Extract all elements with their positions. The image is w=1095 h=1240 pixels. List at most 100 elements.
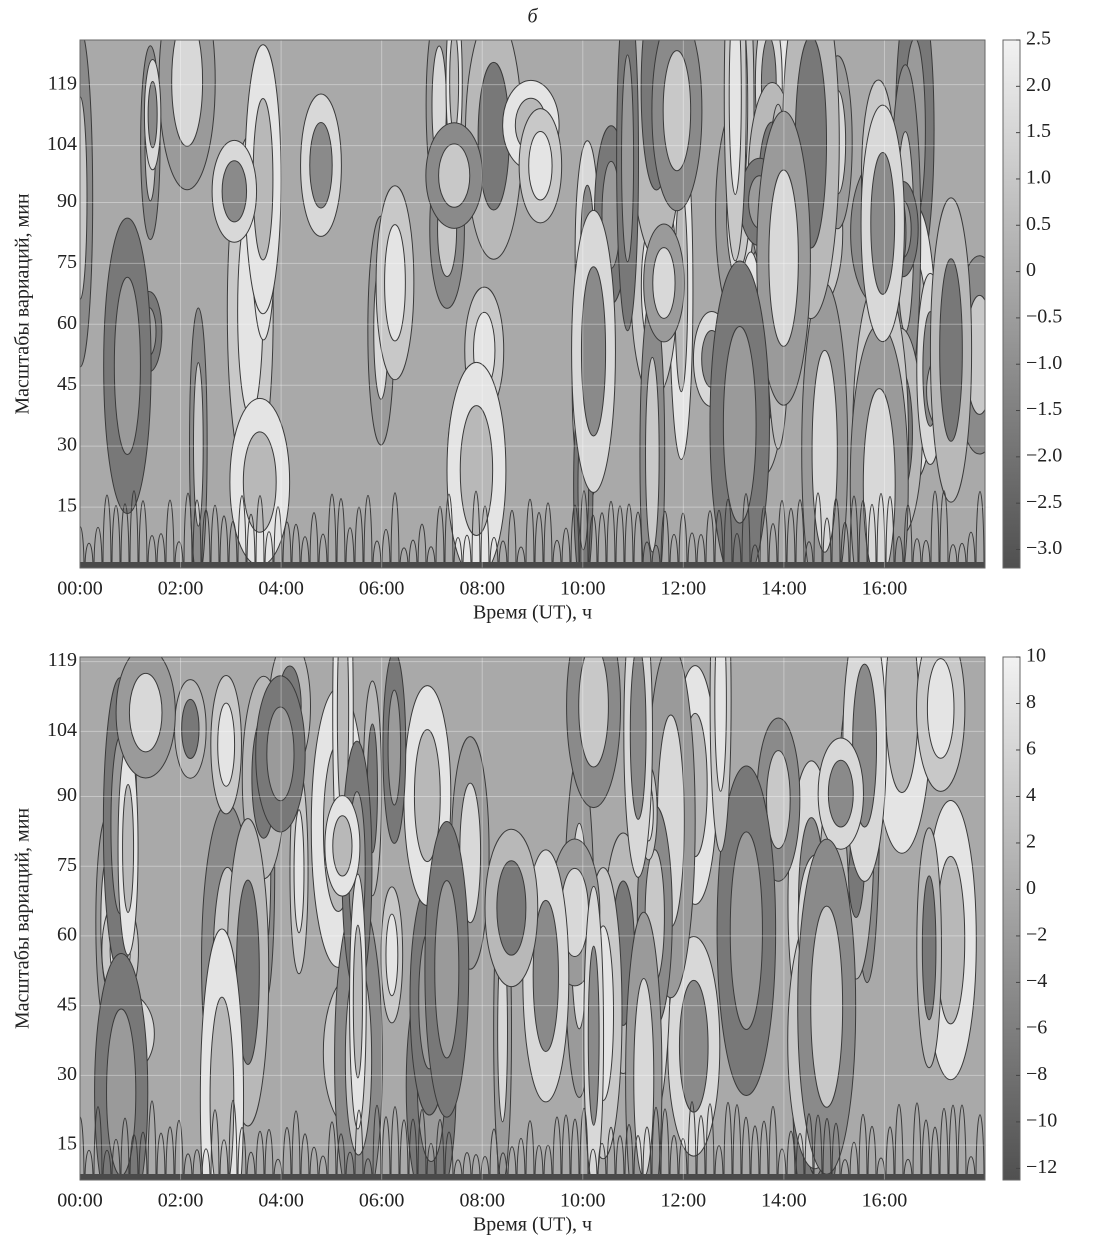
x-axis-label: Время (UT), ч bbox=[473, 1214, 592, 1236]
colorbar-tick-label: 1.0 bbox=[1026, 167, 1051, 189]
contour-comb bbox=[759, 1120, 769, 1180]
colorbar-tick-label: −8 bbox=[1026, 1063, 1047, 1085]
x-tick-label: 02:00 bbox=[158, 1190, 204, 1212]
contour-blob bbox=[768, 169, 799, 347]
contour-comb bbox=[219, 515, 229, 568]
colorbar-tick-label: 0 bbox=[1026, 877, 1036, 899]
contour-blob bbox=[309, 122, 333, 209]
chart-title: б bbox=[527, 6, 538, 28]
x-axis-label: Время (UT), ч bbox=[473, 602, 592, 624]
contour-blob bbox=[827, 759, 854, 828]
contour-comb bbox=[147, 1100, 157, 1180]
contour-comb bbox=[732, 533, 742, 568]
contour-comb bbox=[111, 505, 121, 568]
contour-comb bbox=[507, 509, 517, 568]
contour-comb bbox=[363, 494, 373, 568]
contour-blob bbox=[884, 657, 919, 794]
contour-comb bbox=[192, 1149, 202, 1180]
colorbar-tick-label: −1.0 bbox=[1026, 352, 1062, 374]
contour-comb bbox=[408, 1118, 418, 1180]
contour-comb bbox=[516, 546, 526, 568]
colorbar-tick-label: 0.5 bbox=[1026, 213, 1051, 235]
contour-comb bbox=[813, 492, 823, 568]
contour-comb bbox=[786, 507, 796, 568]
x-tick-label: 12:00 bbox=[661, 578, 707, 600]
y-tick-label: 75 bbox=[57, 251, 77, 273]
contour-comb bbox=[129, 490, 139, 568]
contour-comb bbox=[480, 505, 490, 568]
contour-comb bbox=[615, 1135, 625, 1180]
contour-comb bbox=[462, 534, 472, 568]
contour-blob bbox=[629, 657, 647, 820]
x-tick-label: 14:00 bbox=[761, 1190, 807, 1212]
contour-comb bbox=[417, 1109, 427, 1180]
colorbar-tick-label: −6 bbox=[1026, 1017, 1047, 1039]
contour-comb bbox=[138, 500, 148, 568]
colorbar-tick-label: 4 bbox=[1026, 784, 1036, 806]
colorbar-tick-label: −2.5 bbox=[1026, 491, 1062, 513]
colorbar-tick-label: −3.0 bbox=[1026, 537, 1062, 559]
contour-comb bbox=[552, 1116, 562, 1180]
contour-comb bbox=[651, 544, 661, 568]
contour-comb bbox=[111, 1138, 121, 1180]
y-tick-label: 104 bbox=[47, 133, 77, 155]
colorbar-tick-label: −1.5 bbox=[1026, 398, 1062, 420]
contour-blob bbox=[449, 40, 460, 133]
contour-comb bbox=[957, 1104, 967, 1180]
y-axis-label: Масштабы вариаций, мин bbox=[12, 193, 34, 415]
colorbar-tick-label: −2 bbox=[1026, 924, 1047, 946]
contour-blob bbox=[413, 729, 441, 863]
x-tick-label: 10:00 bbox=[560, 578, 606, 600]
contour-field bbox=[80, 40, 985, 568]
contour-comb bbox=[183, 492, 193, 568]
colorbar-tick-label: 2 bbox=[1026, 831, 1036, 853]
contour-blob bbox=[332, 815, 353, 877]
colorbar-tick-label: 1.5 bbox=[1026, 120, 1051, 142]
contour-comb bbox=[327, 1121, 337, 1180]
y-tick-label: 75 bbox=[57, 854, 77, 876]
contour-comb bbox=[354, 1109, 364, 1180]
contour-comb bbox=[804, 541, 814, 568]
contour-blob bbox=[652, 247, 676, 319]
contour-comb bbox=[894, 536, 904, 568]
contour-comb bbox=[732, 1104, 742, 1180]
contour-comb bbox=[156, 533, 166, 568]
contour-comb bbox=[579, 1107, 589, 1180]
contour-blob bbox=[587, 945, 600, 1126]
x-tick-label: 14:00 bbox=[761, 578, 807, 600]
contour-comb bbox=[174, 1119, 184, 1180]
contour-comb bbox=[237, 1127, 247, 1180]
contour-comb bbox=[579, 490, 589, 568]
contour-comb bbox=[498, 540, 508, 568]
y-tick-label: 30 bbox=[57, 434, 77, 456]
contour-comb bbox=[660, 510, 670, 568]
x-tick-label: 08:00 bbox=[459, 1190, 505, 1212]
contour-comb bbox=[840, 1159, 850, 1180]
colorbar-tick-label: 2.0 bbox=[1026, 74, 1051, 96]
contour-comb bbox=[525, 498, 535, 568]
y-tick-label: 90 bbox=[57, 190, 77, 212]
bottom-band bbox=[80, 562, 985, 568]
y-tick-label: 90 bbox=[57, 784, 77, 806]
contour-comb bbox=[282, 1127, 292, 1180]
contour-comb bbox=[210, 504, 220, 568]
contour-comb bbox=[129, 1134, 139, 1180]
contour-blob bbox=[714, 657, 727, 792]
contour-blob bbox=[181, 698, 200, 759]
contour-blob bbox=[722, 326, 757, 524]
contour-comb bbox=[750, 544, 760, 568]
contour-comb bbox=[228, 520, 238, 568]
contour-comb bbox=[840, 522, 850, 568]
contour-blob bbox=[122, 783, 135, 913]
x-tick-label: 00:00 bbox=[57, 1190, 103, 1212]
contour-comb bbox=[642, 541, 652, 568]
contour-comb bbox=[948, 1104, 958, 1180]
contour-blob bbox=[766, 750, 791, 850]
contour-comb bbox=[912, 538, 922, 568]
contour-comb bbox=[381, 1116, 391, 1180]
colorbar-tick-label: −0.5 bbox=[1026, 305, 1062, 327]
x-tick-label: 08:00 bbox=[459, 578, 505, 600]
y-tick-label: 119 bbox=[48, 72, 77, 94]
x-tick-label: 06:00 bbox=[359, 578, 405, 600]
